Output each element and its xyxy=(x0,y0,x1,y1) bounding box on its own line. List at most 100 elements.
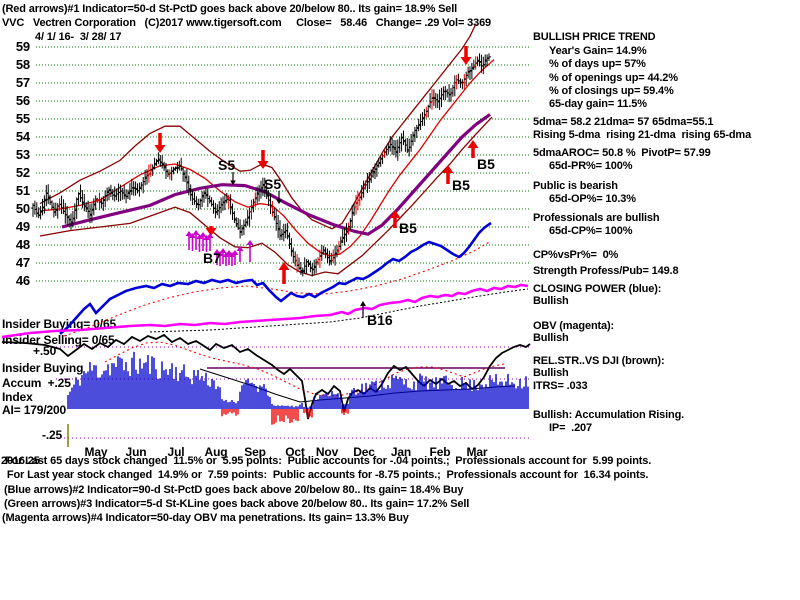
signal-label: B5 xyxy=(452,177,470,193)
obv-ma-dotted-line xyxy=(149,288,529,333)
right-panel-line: Rising 5-dma rising 21-dma rising 65-dma xyxy=(533,129,752,141)
obv-signal-arrow-icon xyxy=(185,231,193,236)
month-label: Nov xyxy=(315,445,339,459)
month-label: Jan xyxy=(390,445,412,459)
right-panel-line: BULLISH PRICE TREND xyxy=(533,31,656,43)
right-panel-line: Bullish xyxy=(533,367,569,379)
signal-label: B5 xyxy=(477,156,495,172)
obv-signal-arrow-icon xyxy=(199,232,207,237)
month-label: Feb xyxy=(429,445,451,459)
right-panel-line: CLOSING POWER (blue): xyxy=(533,283,662,295)
right-panel-line: REL.STR..VS DJI (brown): xyxy=(533,355,665,367)
bottom-summary-line: For Last year stock changed 14.9% or 7.5… xyxy=(4,469,649,481)
right-panel-line: 65d-PR%= 100% xyxy=(549,160,633,172)
indicator-panel-label: Index xyxy=(2,390,33,404)
y-axis-label: 56 xyxy=(15,93,30,108)
obv-signal-arrow-icon xyxy=(219,248,227,253)
month-label: Oct xyxy=(285,445,305,459)
s5-arrow-icon xyxy=(276,199,282,204)
sell-signal-arrow-icon xyxy=(460,57,472,65)
buy-signal-arrow-icon xyxy=(467,140,479,148)
obv-signal-arrow-icon xyxy=(231,250,239,255)
sell-signal-arrow-icon xyxy=(257,161,269,169)
right-panel-line: % of days up= 57% xyxy=(549,58,646,70)
bottom-summary-line: (Magenta arrows)#4 Indicator=50-day OBV … xyxy=(2,512,409,524)
y-axis-label: 58 xyxy=(15,57,30,72)
obv-signal-arrow-icon xyxy=(246,240,254,245)
y-axis-label: 52 xyxy=(15,165,30,180)
ma65-line xyxy=(61,113,491,236)
y-axis-label: 48 xyxy=(15,237,30,252)
right-panel-line: Bullish: Accumulation Rising. xyxy=(533,409,685,421)
signal-label: B16 xyxy=(367,312,393,328)
closing-power-line xyxy=(59,221,492,335)
header-indicator1-line: (Red arrows)#1 Indicator=50-d St-PctD go… xyxy=(2,3,458,15)
right-panel-line: CP%vsPr%= 0% xyxy=(533,249,619,261)
bottom-summary-line: (Blue arrows)#2 Indicator=90-d St-PctD g… xyxy=(4,484,464,496)
month-label: Jul xyxy=(167,445,185,459)
header-ticker-line: VVC Vectren Corporation (C)2017 www.tige… xyxy=(2,17,492,29)
right-panel-line: 65-day gain= 11.5% xyxy=(549,98,647,110)
y-axis-label: 55 xyxy=(15,111,30,126)
indicator-panel-label: AI= 179/200 xyxy=(2,403,67,417)
obv-signal-arrow-icon xyxy=(206,233,214,238)
right-panel-line: IP= .207 xyxy=(549,422,592,434)
ai-line-line xyxy=(1,333,531,420)
month-label: Dec xyxy=(353,445,375,459)
y-axis-label: 47 xyxy=(15,255,30,270)
buy-signal-arrow-icon xyxy=(442,165,454,173)
buy-signal-arrow-icon xyxy=(389,210,401,218)
lower-band-relstr-line xyxy=(39,116,493,277)
right-panel-line: ITRS= .033 xyxy=(533,380,588,392)
sell-signal-arrow-icon xyxy=(205,228,217,236)
right-panel-line: OBV (magenta): xyxy=(533,320,615,332)
y-axis-label: 50 xyxy=(15,201,30,216)
right-panel-line: Bullish xyxy=(533,332,569,344)
indicator-panel-label: Insider Buying xyxy=(2,361,84,375)
right-panel-line: 5dma= 58.2 21dma= 57 65dma=55.1 xyxy=(533,116,714,128)
right-panel-line: 65d-CP%= 100% xyxy=(549,225,633,237)
month-label: Jun xyxy=(125,445,147,459)
ai-ma-dotted-line xyxy=(104,341,505,397)
s5-arrow-icon xyxy=(230,180,236,185)
obv-signal-arrow-icon xyxy=(203,235,210,240)
signal-label: S5 xyxy=(264,176,281,192)
cp-ma-dotted-line xyxy=(63,240,492,337)
y-axis-label: 59 xyxy=(15,39,30,54)
obv-line xyxy=(1,283,529,339)
y-axis-label: 57 xyxy=(15,75,30,90)
signal-label: B7 xyxy=(203,250,221,266)
indicator-panel-label: +.50 xyxy=(33,344,57,358)
obv-signal-arrow-icon xyxy=(216,251,224,256)
y-axis-label: 46 xyxy=(15,273,30,288)
obv-signal-arrow-icon xyxy=(192,230,200,235)
indicator-panel-label: Accum +.25 xyxy=(2,376,71,390)
month-label: Aug xyxy=(204,445,228,459)
indicator-panel-label: Insider Selling= 0/65 xyxy=(2,333,115,347)
header-date-range: 4/ 1/ 16- 3/ 28/ 17 xyxy=(35,31,122,43)
y-axis-label: 51 xyxy=(15,183,30,198)
obv-signal-arrow-icon xyxy=(225,250,233,255)
y-axis-label: 49 xyxy=(15,219,30,234)
right-panel-line: Year's Gain= 14.9% xyxy=(549,45,647,57)
obv-signal-arrow-icon xyxy=(196,234,203,239)
right-panel-line: 5dmaAROC= 50.8 % PivotP= 57.99 xyxy=(533,147,711,159)
right-panel-line: Bullish xyxy=(533,295,569,307)
bottom-summary-line: (Green arrows)#3 Indicator=5-d St-KLine … xyxy=(4,498,470,510)
right-panel-line: % of closings up= 59.4% xyxy=(549,85,674,97)
y-axis-label: 53 xyxy=(15,147,30,162)
right-panel-line: % of openings up= 44.2% xyxy=(549,72,678,84)
indicator-panel-label: -.25 xyxy=(42,428,63,442)
right-panel-line: 65d-OP%= 10.3% xyxy=(549,193,636,205)
buy-signal-arrow-icon xyxy=(278,262,290,270)
signal-label: B5 xyxy=(399,220,417,236)
bottom-summary-line: For Last 65 days stock changed 11.5% or … xyxy=(5,455,652,467)
signal-label: S5 xyxy=(218,157,235,173)
b16-arrow-icon xyxy=(360,301,366,306)
sell-signal-arrow-icon xyxy=(154,145,166,153)
right-panel-line: Professionals are bullish xyxy=(533,212,660,224)
right-panel-line: Public is bearish xyxy=(533,180,618,192)
obv-signal-arrow-icon xyxy=(213,249,221,254)
